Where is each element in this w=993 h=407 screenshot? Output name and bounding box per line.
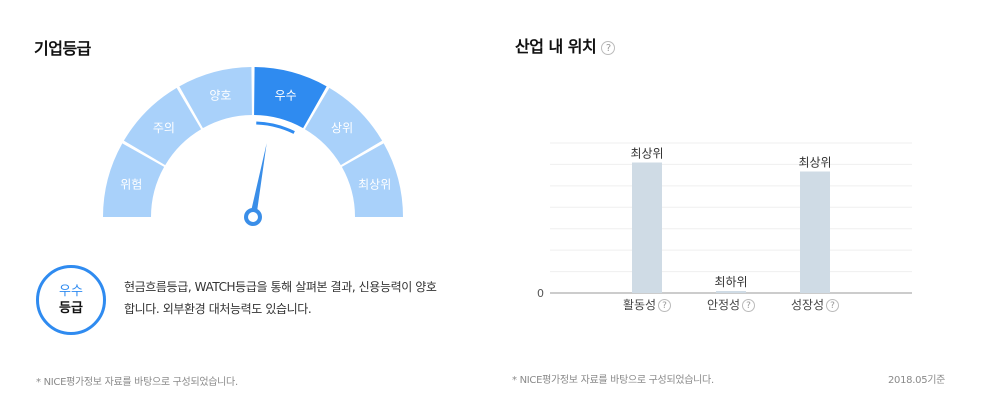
gauge-segment-label: 상위 bbox=[331, 121, 353, 135]
chart-x-axis-labels: 활동성? 안정성? 성장성? bbox=[520, 296, 920, 316]
chart-bar bbox=[716, 291, 746, 293]
chart-data-label: 최상위 bbox=[798, 156, 831, 170]
grade-description-line: 현금흐름등급, WATCH등급을 통해 살펴본 결과, 신용능력이 양호 bbox=[124, 280, 437, 294]
date-label: 2018.05기준 bbox=[888, 375, 946, 386]
x-tick-label-text: 성장성 bbox=[790, 298, 825, 312]
grade-description: 현금흐름등급, WATCH등급을 통해 살펴본 결과, 신용능력이 양호 합니다… bbox=[124, 276, 437, 320]
left-footnote: * NICE평가정보 자료를 바탕으로 구성되었습니다. bbox=[36, 377, 238, 388]
chart-bar bbox=[800, 171, 830, 293]
chart-data-label: 최상위 bbox=[630, 147, 663, 161]
badge-grade: 우수 bbox=[59, 283, 83, 299]
industry-position-title: 산업 내 위치 ? bbox=[515, 33, 616, 57]
chart-bar bbox=[632, 162, 662, 293]
help-icon[interactable]: ? bbox=[601, 40, 616, 55]
help-icon[interactable]: ? bbox=[658, 299, 672, 312]
help-icon[interactable]: ? bbox=[742, 299, 756, 312]
gauge-segment-label: 우수 bbox=[275, 88, 297, 102]
industry-position-title-text: 산업 내 위치 bbox=[515, 37, 597, 56]
badge-grade-suffix: 등급 bbox=[59, 300, 83, 316]
x-tick-label: 활동성? bbox=[597, 296, 697, 313]
x-tick-label-text: 활동성 bbox=[622, 298, 657, 312]
x-tick-label: 성장성? bbox=[765, 296, 865, 313]
company-grade-title: 기업등급 bbox=[34, 39, 91, 58]
x-tick-label-text: 안정성 bbox=[706, 298, 741, 312]
gauge-segment bbox=[304, 87, 383, 166]
grade-badge: 우수 등급 bbox=[36, 265, 106, 335]
y-tick-label: 0 bbox=[537, 287, 544, 300]
gauge-needle bbox=[249, 143, 267, 218]
gauge-segment-label: 양호 bbox=[209, 88, 231, 102]
gauge-segment-label: 최상위 bbox=[358, 177, 391, 191]
gauge-segment-label: 위험 bbox=[120, 177, 142, 191]
x-tick-label: 안정성? bbox=[681, 296, 781, 313]
chart-data-label: 최하위 bbox=[714, 275, 747, 289]
help-icon[interactable]: ? bbox=[826, 299, 840, 312]
gauge-segment-label: 주의 bbox=[153, 121, 175, 135]
gauge-segment bbox=[103, 143, 165, 217]
gauge-segment bbox=[179, 67, 252, 129]
grade-description-line: 합니다. 외부환경 대처능력도 있습니다. bbox=[124, 302, 312, 316]
right-footnote: * NICE평가정보 자료를 바탕으로 구성되었습니다. bbox=[512, 375, 714, 386]
gauge-segment bbox=[341, 143, 403, 217]
gauge-segment bbox=[254, 67, 327, 129]
gauge-segment bbox=[123, 87, 202, 166]
gauge-inner-arc bbox=[256, 121, 295, 134]
